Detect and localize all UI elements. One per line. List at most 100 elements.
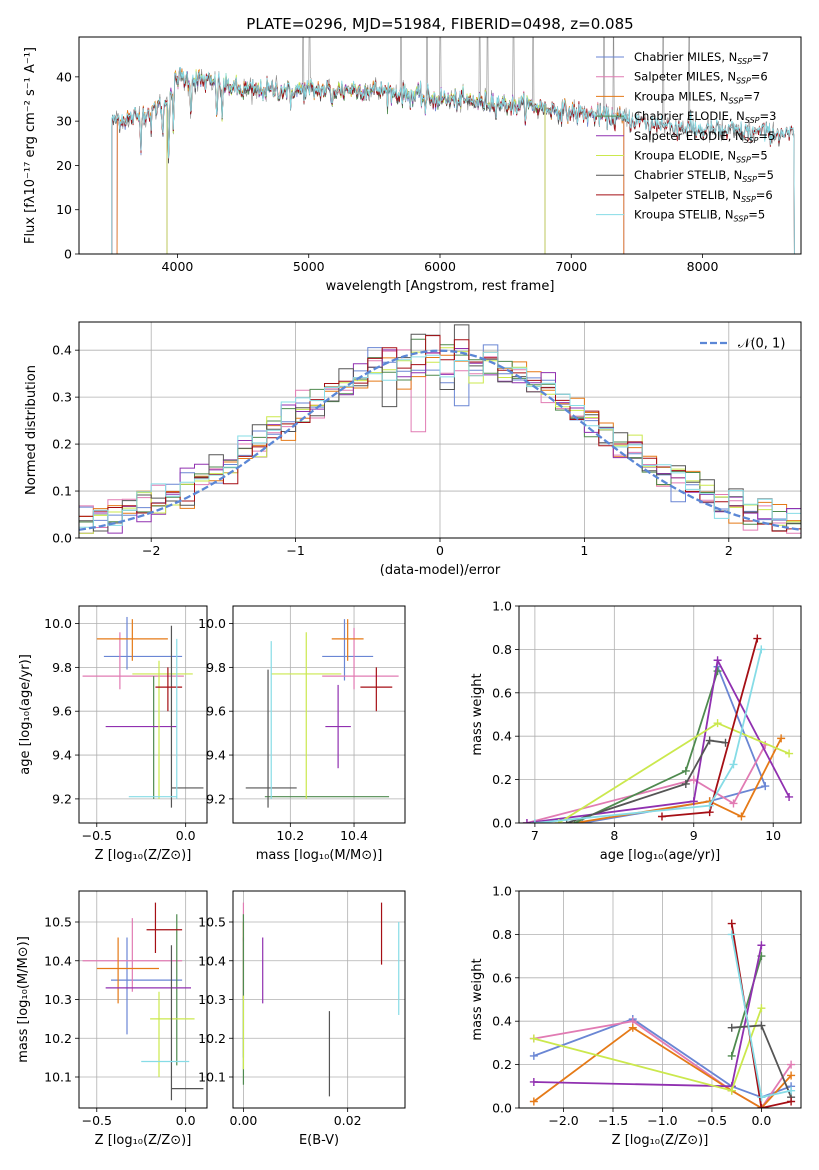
x-tick-label: 0.00: [230, 1113, 258, 1128]
x-tick-label: 10: [765, 828, 781, 843]
figure-title: PLATE=0296, MJD=51984, FIBERID=0498, z=0…: [246, 15, 633, 33]
y-tick-label: 9.6: [52, 704, 72, 719]
y-tick-label: 0.0: [492, 1101, 512, 1116]
weight-marker: [787, 1060, 796, 1069]
x-tick-label: 7000: [555, 259, 587, 274]
y-tick-label: 0.8: [492, 927, 512, 942]
error-bar-point: [322, 627, 399, 690]
weight-marker: [785, 749, 794, 758]
weight-marker: [757, 1104, 766, 1108]
y-tick-label: 0.2: [52, 437, 72, 452]
y-tick-label: 9.8: [52, 660, 72, 675]
legend-entry: Salpeter MILES, NSSP=6: [634, 70, 768, 86]
weight-marker: [522, 819, 531, 823]
x-tick-label: 0.02: [334, 1113, 362, 1128]
weight-marker: [689, 775, 698, 784]
weight-marker: [681, 766, 690, 775]
y-tick-label: 10.4: [198, 953, 226, 968]
x-tick-label: 5000: [293, 259, 325, 274]
weight-series: [657, 634, 762, 821]
weight-marker: [713, 719, 722, 728]
error-bar-point: [132, 660, 193, 799]
error-bar-point: [96, 937, 159, 1004]
mass-weight-vs-z-plot-area: [529, 919, 796, 1108]
weight-marker: [761, 782, 770, 791]
error-bar-point: [155, 667, 183, 712]
weight-marker: [777, 734, 786, 743]
y-tick-label: 10.0: [198, 616, 226, 631]
x-tick-label: −2.0: [548, 1113, 578, 1128]
normal-curve-line: [79, 349, 801, 531]
weight-marker: [727, 1086, 736, 1095]
mass-weight-vs-age-y-axis-label: mass weight: [470, 673, 485, 755]
model-spectrum-line: [116, 67, 625, 254]
legend-entry: Kroupa MILES, NSSP=7: [634, 89, 760, 105]
error-bar-point: [325, 684, 351, 769]
weight-marker: [529, 1097, 538, 1106]
weight-marker: [628, 1023, 637, 1032]
mass-weight-vs-age-plot-area: [522, 634, 794, 823]
age-vs-z-x-axis-label: Z [log₁₀(Z/Z⊙)]: [95, 848, 192, 863]
weight-series: [529, 1004, 766, 1095]
weight-marker: [727, 1051, 736, 1060]
mass-vs-ebv-x-axis-label: E(B-V): [299, 1133, 339, 1148]
legend-entry: Kroupa ELODIE, NSSP=5: [634, 149, 768, 165]
error-bar-point: [146, 902, 183, 953]
weight-line: [533, 1007, 763, 1092]
weight-marker: [705, 801, 714, 810]
error-bar-point: [82, 918, 183, 992]
residuals-legend: 𝒩(0, 1): [700, 337, 785, 352]
y-tick-label: 40: [56, 69, 72, 84]
mass-weight-vs-z-frame: [518, 890, 802, 1109]
y-tick-label: 30: [56, 114, 72, 129]
y-tick-label: 9.8: [206, 660, 226, 675]
legend-entry: 𝒩(0, 1): [738, 337, 785, 352]
mass-weight-vs-age-x-axis-label: age [log₁₀(age/yr)]: [600, 848, 721, 863]
error-bar-point: [360, 667, 393, 712]
y-tick-label: 0.8: [492, 642, 512, 657]
weight-marker: [727, 1023, 736, 1032]
legend-entry: Chabrier STELIB, NSSP=5: [634, 168, 774, 184]
x-tick-label: −2: [142, 543, 160, 558]
error-bar-point: [150, 991, 195, 1077]
weight-line: [526, 744, 767, 823]
weight-marker: [689, 797, 698, 806]
x-tick-label: −0.5: [697, 1113, 727, 1128]
x-tick-label: −1.5: [598, 1113, 628, 1128]
histogram-series: [79, 351, 801, 534]
x-tick-label: 10.4: [340, 828, 368, 843]
x-tick-label: −1.0: [647, 1113, 677, 1128]
weight-marker: [757, 1004, 766, 1013]
mass-vs-ebv-plot-area: [242, 902, 400, 1097]
mass-weight-vs-z-x-axis-label: Z [log₁₀(Z/Z⊙)]: [612, 1133, 709, 1148]
weight-marker: [787, 1086, 796, 1095]
weight-marker: [753, 634, 762, 643]
x-tick-label: 0.0: [176, 828, 196, 843]
age-vs-mass-x-axis-label: mass [log₁₀(M/M⊙)]: [256, 848, 383, 863]
weight-series: [554, 719, 794, 823]
weight-line: [730, 955, 763, 1057]
mass-weight-vs-z-y-axis-label: mass weight: [470, 958, 485, 1040]
age-vs-z-frame: [78, 605, 208, 824]
y-tick-label: 9.6: [206, 704, 226, 719]
y-tick-label: 0.6: [492, 685, 512, 700]
y-tick-label: 10.1: [198, 1070, 226, 1085]
weight-marker: [529, 1077, 538, 1086]
y-tick-label: 0.4: [492, 1014, 512, 1029]
y-tick-label: 20: [56, 158, 72, 173]
mass-weight-vs-z-chart: −2.0 −1.5 −1.0 −0.5 0.0 0.0 0.2 0.4 0.6 0.8 1.0 Z […: [470, 884, 802, 1148]
weight-marker: [737, 812, 746, 821]
x-tick-label: 6000: [424, 259, 456, 274]
y-tick-label: 1.0: [492, 884, 512, 899]
weight-marker: [578, 819, 587, 823]
weight-marker: [530, 819, 539, 823]
y-tick-label: 0.4: [52, 343, 72, 358]
x-tick-label: 8: [610, 828, 618, 843]
y-tick-label: 10.2: [44, 1031, 72, 1046]
weight-series: [530, 645, 766, 823]
y-tick-label: 10.5: [44, 915, 72, 930]
x-tick-label: 10.2: [276, 828, 304, 843]
y-tick-label: 0.3: [52, 390, 72, 405]
x-tick-label: 0.0: [751, 1113, 771, 1128]
